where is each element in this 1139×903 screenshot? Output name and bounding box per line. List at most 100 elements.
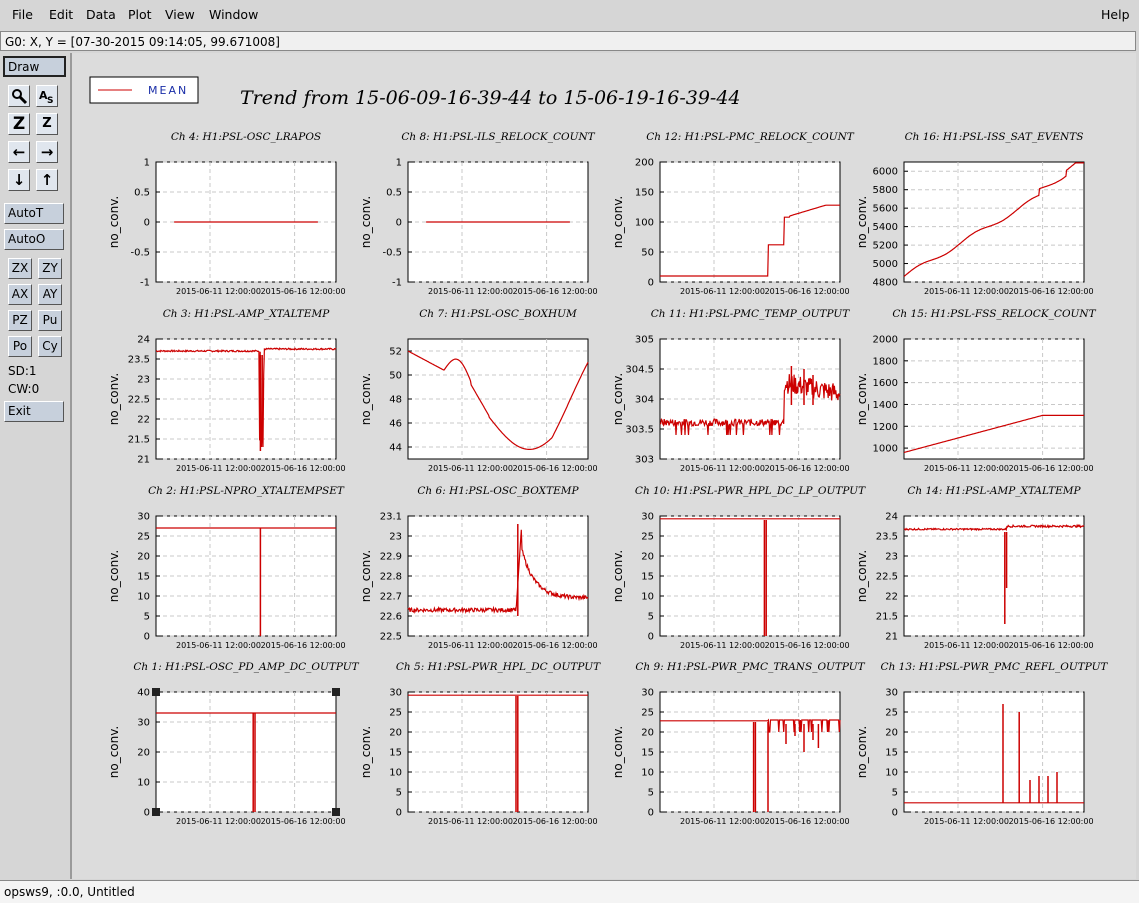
chart-12[interactable]: Ch 14: H1:PSL-AMP_XTALTEMP 24 23.5 23 22.5 22… <box>855 485 1094 650</box>
chart-4[interactable]: Ch 16: H1:PSL-ISS_SAT_EVENTS 6000 5800 5600… <box>855 131 1094 296</box>
chart-11[interactable]: Ch 10: H1:PSL-PWR_HPL_DC_LP_OUTPUT 30 25 20… <box>611 485 866 650</box>
ytick-label: 0 <box>144 632 150 643</box>
ytick-label: -1 <box>140 278 150 289</box>
ylabel: no_conv. <box>107 196 121 248</box>
chart-9[interactable]: Ch 2: H1:PSL-NPRO_XTALTEMPSET 30 25 20 15 10 5… <box>107 485 346 650</box>
ytick-label: 22.5 <box>380 632 402 643</box>
ylabel: no_conv. <box>855 726 869 778</box>
menu-data[interactable]: Data <box>86 7 116 22</box>
chart-frame <box>407 338 589 460</box>
chart-1[interactable]: Ch 4: H1:PSL-OSC_LRAPOS 1 0.5 0 -0.5 -1 2015-0… <box>107 131 346 296</box>
zoom-z-big-icon: Z <box>12 114 26 134</box>
ytick-label: 0 <box>648 278 654 289</box>
chart-6[interactable]: Ch 7: H1:PSL-OSC_BOXHUM 52 50 48 46 44 2015-06… <box>359 308 598 473</box>
series-mean-line <box>659 374 841 436</box>
chart-5[interactable]: Ch 3: H1:PSL-AMP_XTALTEMP 24 23.5 23 22.5 22 2… <box>107 308 346 473</box>
xtick-label: 2015-06-11 12:00:00 <box>428 641 513 650</box>
chart-7[interactable]: Ch 11: H1:PSL-PMC_TEMP_OUTPUT 305 304.5 304… <box>611 308 850 473</box>
zoom-in-big-button[interactable]: Z <box>8 113 30 135</box>
ytick-label: 20 <box>641 728 654 739</box>
chart-title: Ch 9: H1:PSL-PWR_PMC_TRANS_OUTPUT <box>635 661 865 673</box>
ytick-label: 22 <box>885 592 898 603</box>
cy-button[interactable]: Cy <box>38 336 62 357</box>
ytick-label: 48 <box>389 395 402 406</box>
plot-canvas[interactable]: MEAN Trend from 15-06-09-16-39-44 to 15-… <box>72 53 1136 879</box>
zx-button[interactable]: ZX <box>8 258 32 279</box>
chart-13[interactable]: Ch 1: H1:PSL-OSC_PD_AMP_DC_OUTPUT4030201… <box>107 661 360 826</box>
ay-button[interactable]: AY <box>38 284 62 305</box>
menu-view[interactable]: View <box>165 7 195 22</box>
ytick-label: 20 <box>885 728 898 739</box>
ytick-label: 22.5 <box>876 572 898 583</box>
menu-edit[interactable]: Edit <box>49 7 74 22</box>
zy-button[interactable]: ZY <box>38 258 62 279</box>
chart-title: Ch 5: H1:PSL-PWR_HPL_DC_OUTPUT <box>396 661 601 673</box>
ytick-label: -1 <box>392 278 402 289</box>
draw-button[interactable]: Draw <box>3 56 66 77</box>
chart-frame <box>407 691 589 813</box>
pz-button[interactable]: PZ <box>8 310 32 331</box>
selection-handle[interactable] <box>152 688 160 696</box>
chart-title: Ch 16: H1:PSL-ISS_SAT_EVENTS <box>905 131 1084 143</box>
pu-button[interactable]: Pu <box>38 310 62 331</box>
chart-3[interactable]: Ch 12: H1:PSL-PMC_RELOCK_COUNT 200 150 100 5… <box>611 131 855 296</box>
xtick-label: 2015-06-16 12:00:00 <box>1009 287 1094 296</box>
magnifier-icon <box>12 89 28 105</box>
autot-button[interactable]: AutoT <box>4 203 64 224</box>
plots-svg: MEAN Trend from 15-06-09-16-39-44 to 15-… <box>89 76 1108 826</box>
chart-8[interactable]: Ch 15: H1:PSL-FSS_RELOCK_COUNT 2000 1800 16… <box>855 308 1097 473</box>
chart-2[interactable]: Ch 8: H1:PSL-ILS_RELOCK_COUNT 1 0.5 0 -0.5 -1… <box>359 131 598 296</box>
ytick-label: 0 <box>648 632 654 643</box>
ylabel: no_conv. <box>611 373 625 425</box>
xtick-label: 2015-06-16 12:00:00 <box>1009 817 1094 826</box>
ytick-label: 15 <box>137 572 150 583</box>
ytick-label: 30 <box>137 512 150 523</box>
ytick-label: 5600 <box>873 204 898 215</box>
selection-handle[interactable] <box>332 808 340 816</box>
ytick-label: 1400 <box>873 400 898 411</box>
selection-handle[interactable] <box>152 808 160 816</box>
menu-file[interactable]: File <box>12 7 33 22</box>
chart-14[interactable]: Ch 5: H1:PSL-PWR_HPL_DC_OUTPUT 30 25 20 15 10… <box>359 661 601 826</box>
ytick-label: 23.5 <box>128 355 150 366</box>
chart-10[interactable]: Ch 6: H1:PSL-OSC_BOXTEMP 23.1 23 22.9 22.8 22… <box>359 485 598 650</box>
pan-right-button[interactable]: → <box>36 141 58 163</box>
exit-button[interactable]: Exit <box>4 401 64 422</box>
xtick-label: 2015-06-16 12:00:00 <box>513 287 598 296</box>
menu-help[interactable]: Help <box>1101 7 1130 22</box>
ytick-label: 5 <box>892 788 898 799</box>
xtick-label: 2015-06-16 12:00:00 <box>513 464 598 473</box>
arrow-left-icon: ← <box>12 143 26 161</box>
menubar: File Edit Data Plot View Window Help <box>0 0 1139 30</box>
ytick-label: 22.7 <box>380 592 402 603</box>
po-button[interactable]: Po <box>8 336 32 357</box>
chart-title: Ch 2: H1:PSL-NPRO_XTALTEMPSET <box>148 485 345 497</box>
zoom-tool-button[interactable] <box>8 85 30 107</box>
pan-down-button[interactable]: ↓ <box>8 169 30 191</box>
xtick-label: 2015-06-11 12:00:00 <box>680 287 765 296</box>
ylabel: no_conv. <box>107 550 121 602</box>
ylabel: no_conv. <box>855 196 869 248</box>
chart-title: Ch 3: H1:PSL-AMP_XTALTEMP <box>163 308 331 320</box>
ytick-label: 304 <box>635 395 654 406</box>
zoom-in-small-button[interactable]: Z <box>36 113 58 135</box>
pan-up-button[interactable]: ↑ <box>36 169 58 191</box>
ytick-label: 25 <box>641 708 654 719</box>
pan-left-button[interactable]: ← <box>8 141 30 163</box>
ytick-label: 1600 <box>873 378 898 389</box>
autoo-button[interactable]: AutoO <box>4 229 64 250</box>
menu-window[interactable]: Window <box>209 7 259 22</box>
ytick-label: 5 <box>648 612 654 623</box>
chart-frame <box>903 515 1085 637</box>
ax-button[interactable]: AX <box>8 284 32 305</box>
chart-15[interactable]: Ch 9: H1:PSL-PWR_PMC_TRANS_OUTPUT3025201… <box>611 661 866 826</box>
ytick-label: 1800 <box>873 356 898 367</box>
ytick-label: 0.5 <box>386 188 402 199</box>
chart-16[interactable]: Ch 13: H1:PSL-PWR_PMC_REFL_OUTPUT3025201… <box>855 661 1108 826</box>
menu-plot[interactable]: Plot <box>128 7 152 22</box>
ylabel: no_conv. <box>855 550 869 602</box>
selection-handle[interactable] <box>332 688 340 696</box>
ytick-label: 22 <box>137 415 150 426</box>
ytick-label: 0 <box>396 808 402 819</box>
